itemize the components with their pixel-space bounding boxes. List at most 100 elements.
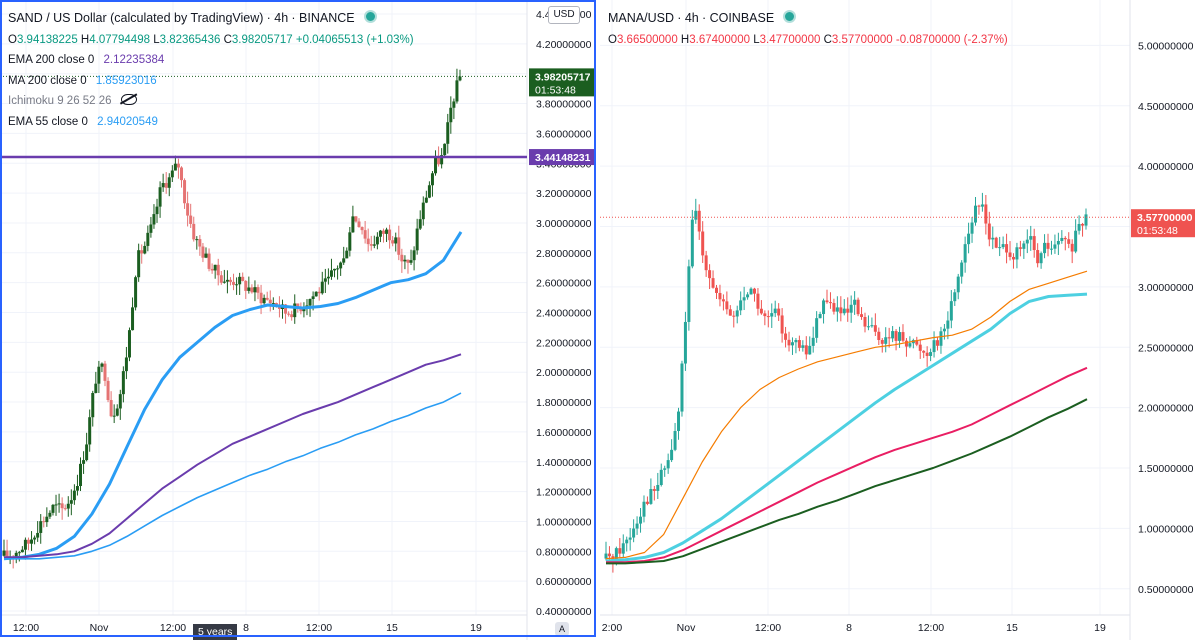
indicator-ema200[interactable]: EMA 200 close 0 2.12235384	[8, 50, 414, 71]
candle-body	[72, 490, 76, 501]
price-tick-label: 0.60000000	[536, 576, 592, 588]
candle-body	[23, 539, 27, 550]
indicator-ma200[interactable]: MA 200 close 0 1.85923016	[8, 71, 414, 92]
candle-body	[915, 340, 919, 345]
candle-body	[963, 244, 967, 263]
candle-body	[39, 521, 43, 533]
candle-body	[1067, 239, 1071, 244]
candle-body	[131, 307, 135, 331]
candle-body	[683, 321, 687, 364]
candle-body	[1011, 256, 1015, 260]
candle-body	[434, 157, 438, 174]
candle-body	[225, 279, 229, 282]
candle-body	[79, 463, 83, 487]
candle-body	[375, 236, 379, 245]
candle-body	[715, 287, 719, 293]
candle-body	[5, 550, 9, 557]
sand-close: 3.98205717	[231, 33, 293, 46]
time-tick-label: Nov	[90, 622, 109, 634]
ema55-line	[3, 231, 463, 561]
candle-body	[458, 76, 462, 81]
sand-symbol-title[interactable]: SAND / US Dollar (calculated by TradingV…	[8, 11, 264, 25]
candle-body	[167, 177, 171, 188]
candle-body	[378, 230, 382, 237]
candle-body	[109, 400, 113, 417]
candle-body	[394, 237, 398, 244]
candle-body	[1053, 244, 1057, 249]
candle-body	[244, 280, 248, 291]
candle-body	[183, 180, 187, 204]
sand-chart-pane[interactable]: 0.40000000 0.60000000 0.80000000 1.00000000…	[0, 0, 600, 640]
candle-body	[949, 301, 953, 321]
candle-body	[704, 255, 708, 271]
candle-body	[412, 250, 416, 261]
mana-interval[interactable]: 4h	[684, 11, 699, 25]
price-tick-label: 4.00000000	[1138, 161, 1194, 173]
candle-body	[1018, 247, 1022, 249]
candle-body	[112, 415, 116, 417]
candle-body	[173, 163, 177, 171]
candle-body	[839, 307, 843, 314]
auto-scale-button[interactable]: A	[555, 622, 569, 636]
candle-body	[440, 155, 444, 165]
ema-orange-line	[605, 270, 1088, 560]
candle-body	[1046, 242, 1050, 249]
candle-body	[232, 281, 236, 285]
candle-body	[333, 268, 337, 271]
ma200-line	[4, 392, 462, 560]
mana-chart-canvas[interactable]: 0.50000000 1.00000000 1.50000000 2.00000000…	[600, 0, 1195, 640]
sand-ohlc-row: O3.94138225 H4.07794498 L3.82365436 C3.9…	[8, 33, 414, 46]
candle-body	[189, 215, 193, 224]
candle-body	[1005, 244, 1009, 253]
candle-body	[363, 230, 367, 239]
candle-body	[880, 339, 884, 344]
sand-interval[interactable]: 4h	[274, 11, 289, 25]
candle-body	[424, 197, 428, 203]
candle-body	[614, 548, 618, 562]
mana-symbol-title[interactable]: MANA/USD	[608, 11, 674, 25]
level-price-label: 3.44148231	[535, 152, 591, 164]
candle-body	[63, 508, 67, 510]
range-label[interactable]: 5 years	[193, 624, 238, 640]
candles	[604, 192, 1088, 573]
candle-body	[1049, 248, 1053, 250]
candle-body	[271, 303, 275, 305]
candle-body	[121, 371, 125, 395]
candle-body	[856, 299, 860, 315]
candle-body	[998, 247, 1002, 249]
sand-chart-canvas[interactable]: 0.40000000 0.60000000 0.80000000 1.00000000…	[0, 0, 600, 640]
indicator-ema55[interactable]: EMA 55 close 0 2.94020549	[8, 112, 414, 133]
candle-body	[808, 345, 812, 355]
candle-body	[801, 345, 805, 348]
candle-body	[455, 80, 459, 102]
indicator-ichimoku[interactable]: Ichimoku 9 26 52 26	[8, 91, 414, 112]
candle-body	[30, 539, 34, 544]
hidden-eye-icon[interactable]	[120, 94, 137, 105]
candle-body	[607, 553, 611, 557]
mana-chart-pane[interactable]: 0.50000000 1.00000000 1.50000000 2.00000000…	[600, 0, 1195, 640]
level-price-badge	[529, 149, 595, 166]
candle-body	[991, 237, 995, 240]
price-tick-label: 2.00000000	[1138, 403, 1194, 415]
candle-body	[430, 173, 434, 186]
candle-body	[846, 308, 850, 313]
price-tick-label: 3.20000000	[536, 188, 592, 200]
candle-body	[140, 250, 144, 254]
candle-body	[403, 259, 407, 262]
candle-body	[176, 163, 180, 168]
candle-body	[967, 233, 971, 245]
candle-body	[815, 318, 819, 338]
mana-change: -0.08700000	[895, 33, 961, 46]
candle-body	[784, 333, 788, 340]
candle-body	[1077, 223, 1081, 231]
candle-body	[14, 552, 18, 558]
candle-body	[898, 332, 902, 341]
candle-body	[690, 219, 694, 267]
currency-selector[interactable]: USD	[548, 6, 580, 24]
candle-body	[677, 411, 681, 432]
candle-body	[372, 244, 376, 246]
price-tick-label: 1.60000000	[536, 427, 592, 439]
candle-body	[649, 489, 653, 504]
candle-body	[797, 340, 801, 348]
indicator-label: EMA 55 close 0	[8, 115, 88, 128]
